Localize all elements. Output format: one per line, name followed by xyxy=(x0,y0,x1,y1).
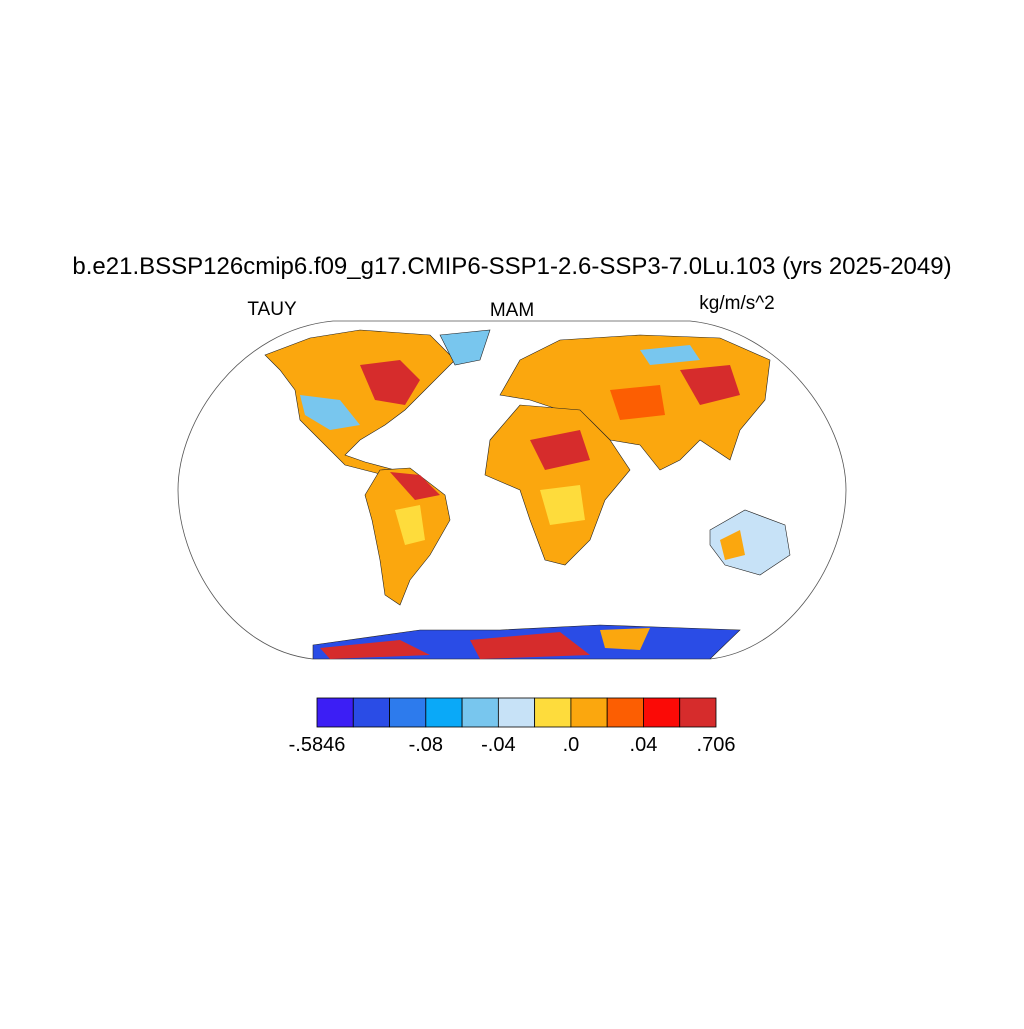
colorbar-box xyxy=(643,697,681,728)
colorbar-box xyxy=(389,697,427,728)
colorbar-box xyxy=(352,697,390,728)
colorbar-label: -.04 xyxy=(481,734,515,756)
patch xyxy=(720,530,745,560)
colorbar-label: .04 xyxy=(630,734,658,756)
title: b.e21.BSSP126cmip6.f09_g17.CMIP6-SSP1-2.… xyxy=(72,253,951,280)
patch xyxy=(395,505,425,545)
colorbar-label: .706 xyxy=(697,734,736,756)
patch xyxy=(360,360,420,405)
map xyxy=(177,320,847,660)
colorbar-box xyxy=(570,697,608,728)
patch xyxy=(680,365,740,405)
colorbar-box xyxy=(461,697,499,728)
north-america xyxy=(264,329,456,475)
greenland xyxy=(439,329,491,366)
colorbar: -.5846 -.08 -.04 .0 .04 .706 xyxy=(289,697,736,756)
colorbar-label: -.08 xyxy=(409,734,443,756)
africa xyxy=(484,404,631,566)
colorbar-box xyxy=(606,697,644,728)
patch xyxy=(470,632,590,659)
colorbar-box xyxy=(679,697,717,728)
patch xyxy=(600,628,650,650)
patch xyxy=(640,345,700,365)
colorbar-label: .0 xyxy=(563,734,580,756)
patch xyxy=(300,395,360,430)
colorbar-box xyxy=(534,697,572,728)
units-label: kg/m/s^2 xyxy=(699,293,774,314)
colorbar-box xyxy=(316,697,354,728)
colorbar-box xyxy=(425,697,463,728)
variable-label: TAUY xyxy=(247,299,297,320)
patch xyxy=(320,640,430,659)
patch xyxy=(390,472,440,500)
patch xyxy=(530,430,590,470)
colorbar-label: -.5846 xyxy=(289,734,346,756)
season-label: MAM xyxy=(490,300,534,321)
colorbar-box xyxy=(497,697,536,728)
patch xyxy=(610,385,665,420)
patch xyxy=(540,485,585,525)
